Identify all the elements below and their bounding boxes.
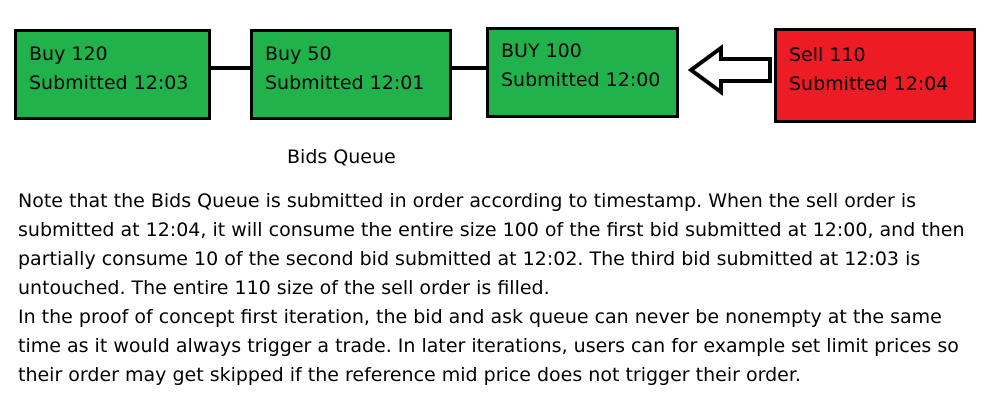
bid-order-box-buy-120: Buy 120 Submitted 12:03	[14, 29, 211, 120]
explanation-note: Note that the Bids Queue is submitted in…	[18, 187, 988, 390]
order-queue-diagram: Buy 120 Submitted 12:03 Buy 50 Submitted…	[0, 0, 1000, 140]
bids-queue-label: Bids Queue	[287, 146, 396, 168]
bid-order-box-buy-50: Buy 50 Submitted 12:01	[250, 29, 452, 120]
order-timestamp-label: Submitted 12:03	[29, 72, 189, 94]
order-size-label: BUY 100	[501, 40, 582, 62]
order-timestamp-label: Submitted 12:01	[265, 72, 425, 94]
bid-order-box-buy-100: BUY 100 Submitted 12:00	[486, 27, 679, 118]
order-size-label: Buy 50	[265, 43, 332, 65]
order-timestamp-label: Submitted 12:00	[501, 69, 661, 91]
order-timestamp-label: Submitted 12:04	[789, 73, 949, 95]
queue-connector-line	[452, 66, 486, 70]
queue-connector-line	[211, 66, 250, 70]
order-size-label: Sell 110	[789, 44, 866, 66]
order-size-label: Buy 120	[29, 43, 108, 65]
ask-order-box-sell-110: Sell 110 Submitted 12:04	[774, 28, 976, 123]
note-paragraph: Note that the Bids Queue is submitted in…	[18, 190, 965, 299]
note-paragraph: In the proof of concept first iteration,…	[18, 306, 959, 386]
left-arrow-icon	[688, 44, 772, 96]
